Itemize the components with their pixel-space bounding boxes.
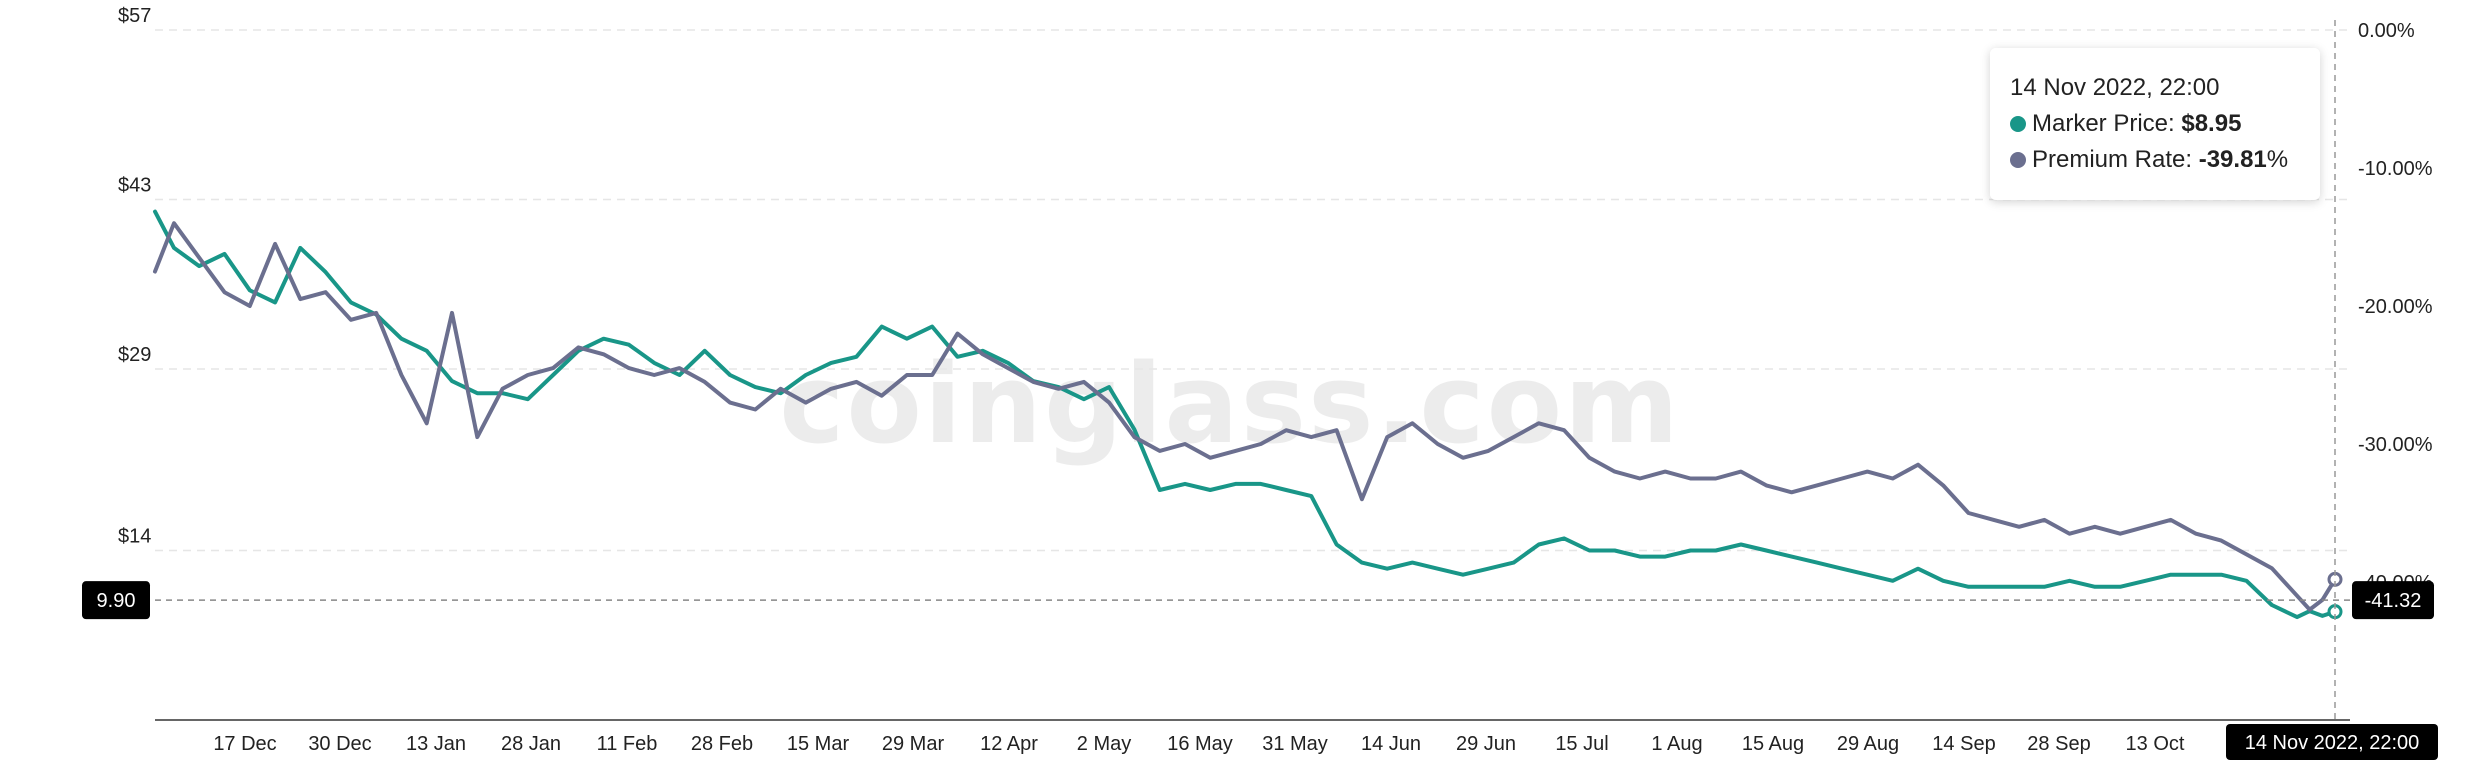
left-axis-tick-label: $14 bbox=[118, 526, 151, 548]
left-axis: $57 $43 $29 $14 bbox=[118, 5, 151, 548]
x-axis-tick-label: 14 Jun bbox=[1361, 733, 1421, 755]
x-axis-tick-label: 29 Jun bbox=[1456, 733, 1516, 755]
x-axis-tick-label: 13 Jan bbox=[406, 733, 466, 755]
tooltip-premium-rate-label: Premium Rate: bbox=[2032, 146, 2199, 173]
x-axis-tick-label: 12 Apr bbox=[980, 733, 1038, 755]
crosshair-x-value-tag bbox=[2226, 724, 2438, 760]
tooltip-premium-rate-row: Premium Rate: -39.81% bbox=[2010, 142, 2300, 178]
crosshair-left-value: 9.90 bbox=[97, 590, 136, 612]
x-axis-tick-label: 2 May bbox=[1077, 733, 1131, 755]
tooltip-marker-price-label: Marker Price: bbox=[2032, 110, 2182, 137]
crosshair-x-value: 14 Nov 2022, 22:00 bbox=[2245, 732, 2420, 754]
crosshair-right-value-tag bbox=[2352, 581, 2434, 620]
crosshair: 9.90 -41.32 14 Nov 2022, 22:00 bbox=[82, 20, 2438, 760]
tooltip-marker-price-row: Marker Price: $8.95 bbox=[2010, 106, 2300, 142]
grid-lines bbox=[155, 29, 2350, 552]
tooltip-marker-price-value: $8.95 bbox=[2181, 110, 2242, 137]
crosshair-right-value: -41.32 bbox=[2365, 590, 2422, 612]
x-axis-tick-label: 14 Sep bbox=[1932, 733, 1995, 755]
x-axis-tick-label: 28 Sep bbox=[2027, 733, 2090, 755]
x-axis-tick-label: 13 Oct bbox=[2126, 733, 2185, 755]
tooltip: 14 Nov 2022, 22:00 Marker Price: $8.95 P… bbox=[1990, 48, 2320, 200]
x-axis-tick-label: 28 Feb bbox=[691, 733, 753, 755]
left-axis-tick-label: $57 bbox=[118, 5, 151, 27]
tooltip-premium-rate-unit: % bbox=[2266, 146, 2289, 173]
x-axis-tick-label: 29 Mar bbox=[882, 733, 945, 755]
right-axis: 0.00%-10.00%-20.00%-30.00%-40.00% bbox=[2358, 20, 2433, 594]
right-axis-tick-label: -10.00% bbox=[2358, 158, 2433, 180]
marker-price-line bbox=[153, 209, 2337, 620]
x-axis-tick-label: 15 Mar bbox=[787, 733, 850, 755]
right-axis-tick-label: 0.00% bbox=[2358, 20, 2415, 42]
watermark-text: coinglass.com bbox=[779, 340, 1681, 468]
x-axis-tick-label: 11 Feb bbox=[597, 733, 658, 755]
x-axis-tick-label: 1 Aug bbox=[1651, 733, 1702, 755]
left-axis-tick-label: $43 bbox=[118, 174, 151, 196]
x-axis-tick-label: 17 Dec bbox=[213, 733, 276, 755]
tooltip-datetime: 14 Nov 2022, 22:00 bbox=[2010, 74, 2220, 101]
x-axis-tick-label: 31 May bbox=[1262, 733, 1328, 755]
x-axis-tick-label: 15 Jul bbox=[1555, 733, 1608, 755]
crosshair-left-value-tag bbox=[82, 581, 150, 620]
x-axis-tick-label: 29 Aug bbox=[1837, 733, 1899, 755]
x-axis-tick-label: 16 May bbox=[1167, 733, 1233, 755]
premium-rate-legend-dot bbox=[2010, 152, 2026, 168]
right-axis-tick-label: -20.00% bbox=[2358, 296, 2433, 318]
x-axis-tick-label: 15 Aug bbox=[1742, 733, 1804, 755]
x-axis-tick-label: 30 Dec bbox=[308, 733, 371, 755]
left-axis-tick-label: $29 bbox=[118, 344, 151, 366]
right-axis-tick-label: -30.00% bbox=[2358, 434, 2433, 456]
tooltip-premium-rate-value: -39.81 bbox=[2198, 146, 2267, 173]
marker-price-legend-dot bbox=[2010, 116, 2026, 132]
x-axis: 17 Dec 30 Dec 13 Jan 28 Jan 11 Feb 28 Feb 15 M… bbox=[213, 733, 2243, 755]
x-axis-tick-label: 28 Jan bbox=[501, 733, 561, 755]
premium-rate-line bbox=[153, 221, 2337, 612]
